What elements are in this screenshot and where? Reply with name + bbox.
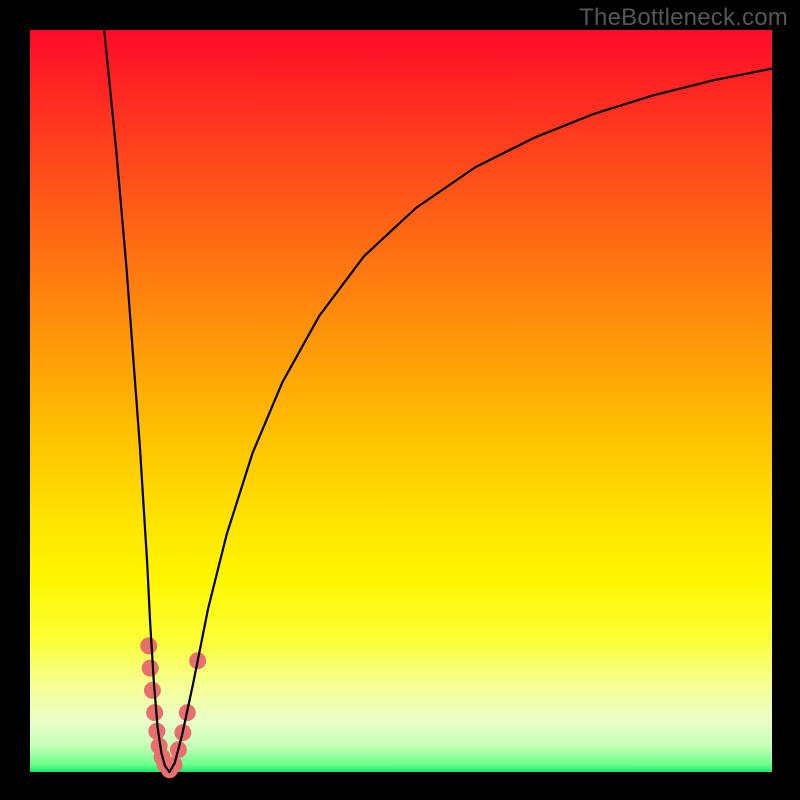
curve-right-branch [170, 69, 773, 772]
chart-marker [146, 704, 163, 721]
chart-marker [140, 637, 157, 654]
chart-outer-frame: TheBottleneck.com [0, 0, 800, 800]
chart-svg-overlay [0, 0, 800, 800]
chart-marker [142, 660, 159, 677]
chart-marker [144, 682, 161, 699]
curve-left-branch [104, 30, 169, 772]
chart-markers-group [140, 637, 206, 778]
